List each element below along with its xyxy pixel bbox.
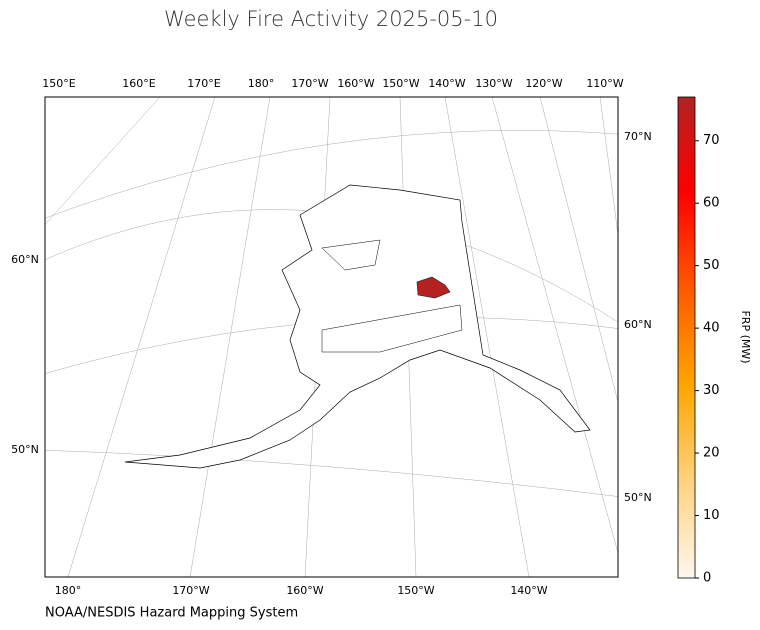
colorbar-tick-label: 70 (703, 133, 720, 148)
title: Weekly Fire Activity 2025-05-10 (164, 7, 498, 31)
source: NOAA/NESDIS Hazard Mapping System (45, 606, 298, 621)
lat-label: 70°N (624, 130, 652, 143)
lon-label: 150°W (382, 77, 419, 90)
graticule (45, 97, 618, 577)
lon-label: 150°W (397, 584, 434, 597)
lon-label: 160°W (337, 77, 374, 90)
lat-label: 60°N (624, 318, 652, 331)
lon-label: 120°W (525, 77, 562, 90)
colorbar-label: FRP (MW) (739, 310, 752, 363)
lon-label: 180° (55, 584, 82, 597)
lat-label: 50°N (11, 443, 39, 456)
colorbar-tick-label: 60 (703, 196, 720, 211)
lon-label: 150°E (42, 77, 75, 90)
colorbar-tick-label: 0 (703, 571, 711, 586)
region-borders (321, 239, 463, 353)
lon-label: 160°W (286, 584, 323, 597)
lon-label: 170°E (187, 77, 220, 90)
colorbar (677, 96, 696, 579)
lat-label: 60°N (11, 253, 39, 266)
lat-label: 50°N (624, 491, 652, 504)
map-frame (44, 96, 619, 578)
lon-label: 180° (248, 77, 275, 90)
lon-label: 160°E (122, 77, 155, 90)
colorbar-tick-label: 30 (703, 383, 720, 398)
colorbar-tick-label: 50 (703, 258, 720, 273)
alaska-outline (124, 184, 591, 469)
lon-label: 170°W (291, 77, 328, 90)
lon-label: 170°W (172, 584, 209, 597)
lon-label: 140°W (428, 77, 465, 90)
colorbar-tick-label: 20 (703, 446, 720, 461)
lon-label: 130°W (475, 77, 512, 90)
lon-label: 110°W (586, 77, 623, 90)
lon-label: 140°W (510, 584, 547, 597)
colorbar-tick-label: 10 (703, 508, 720, 523)
fire-area (416, 276, 451, 299)
colorbar-tick-label: 40 (703, 321, 720, 336)
